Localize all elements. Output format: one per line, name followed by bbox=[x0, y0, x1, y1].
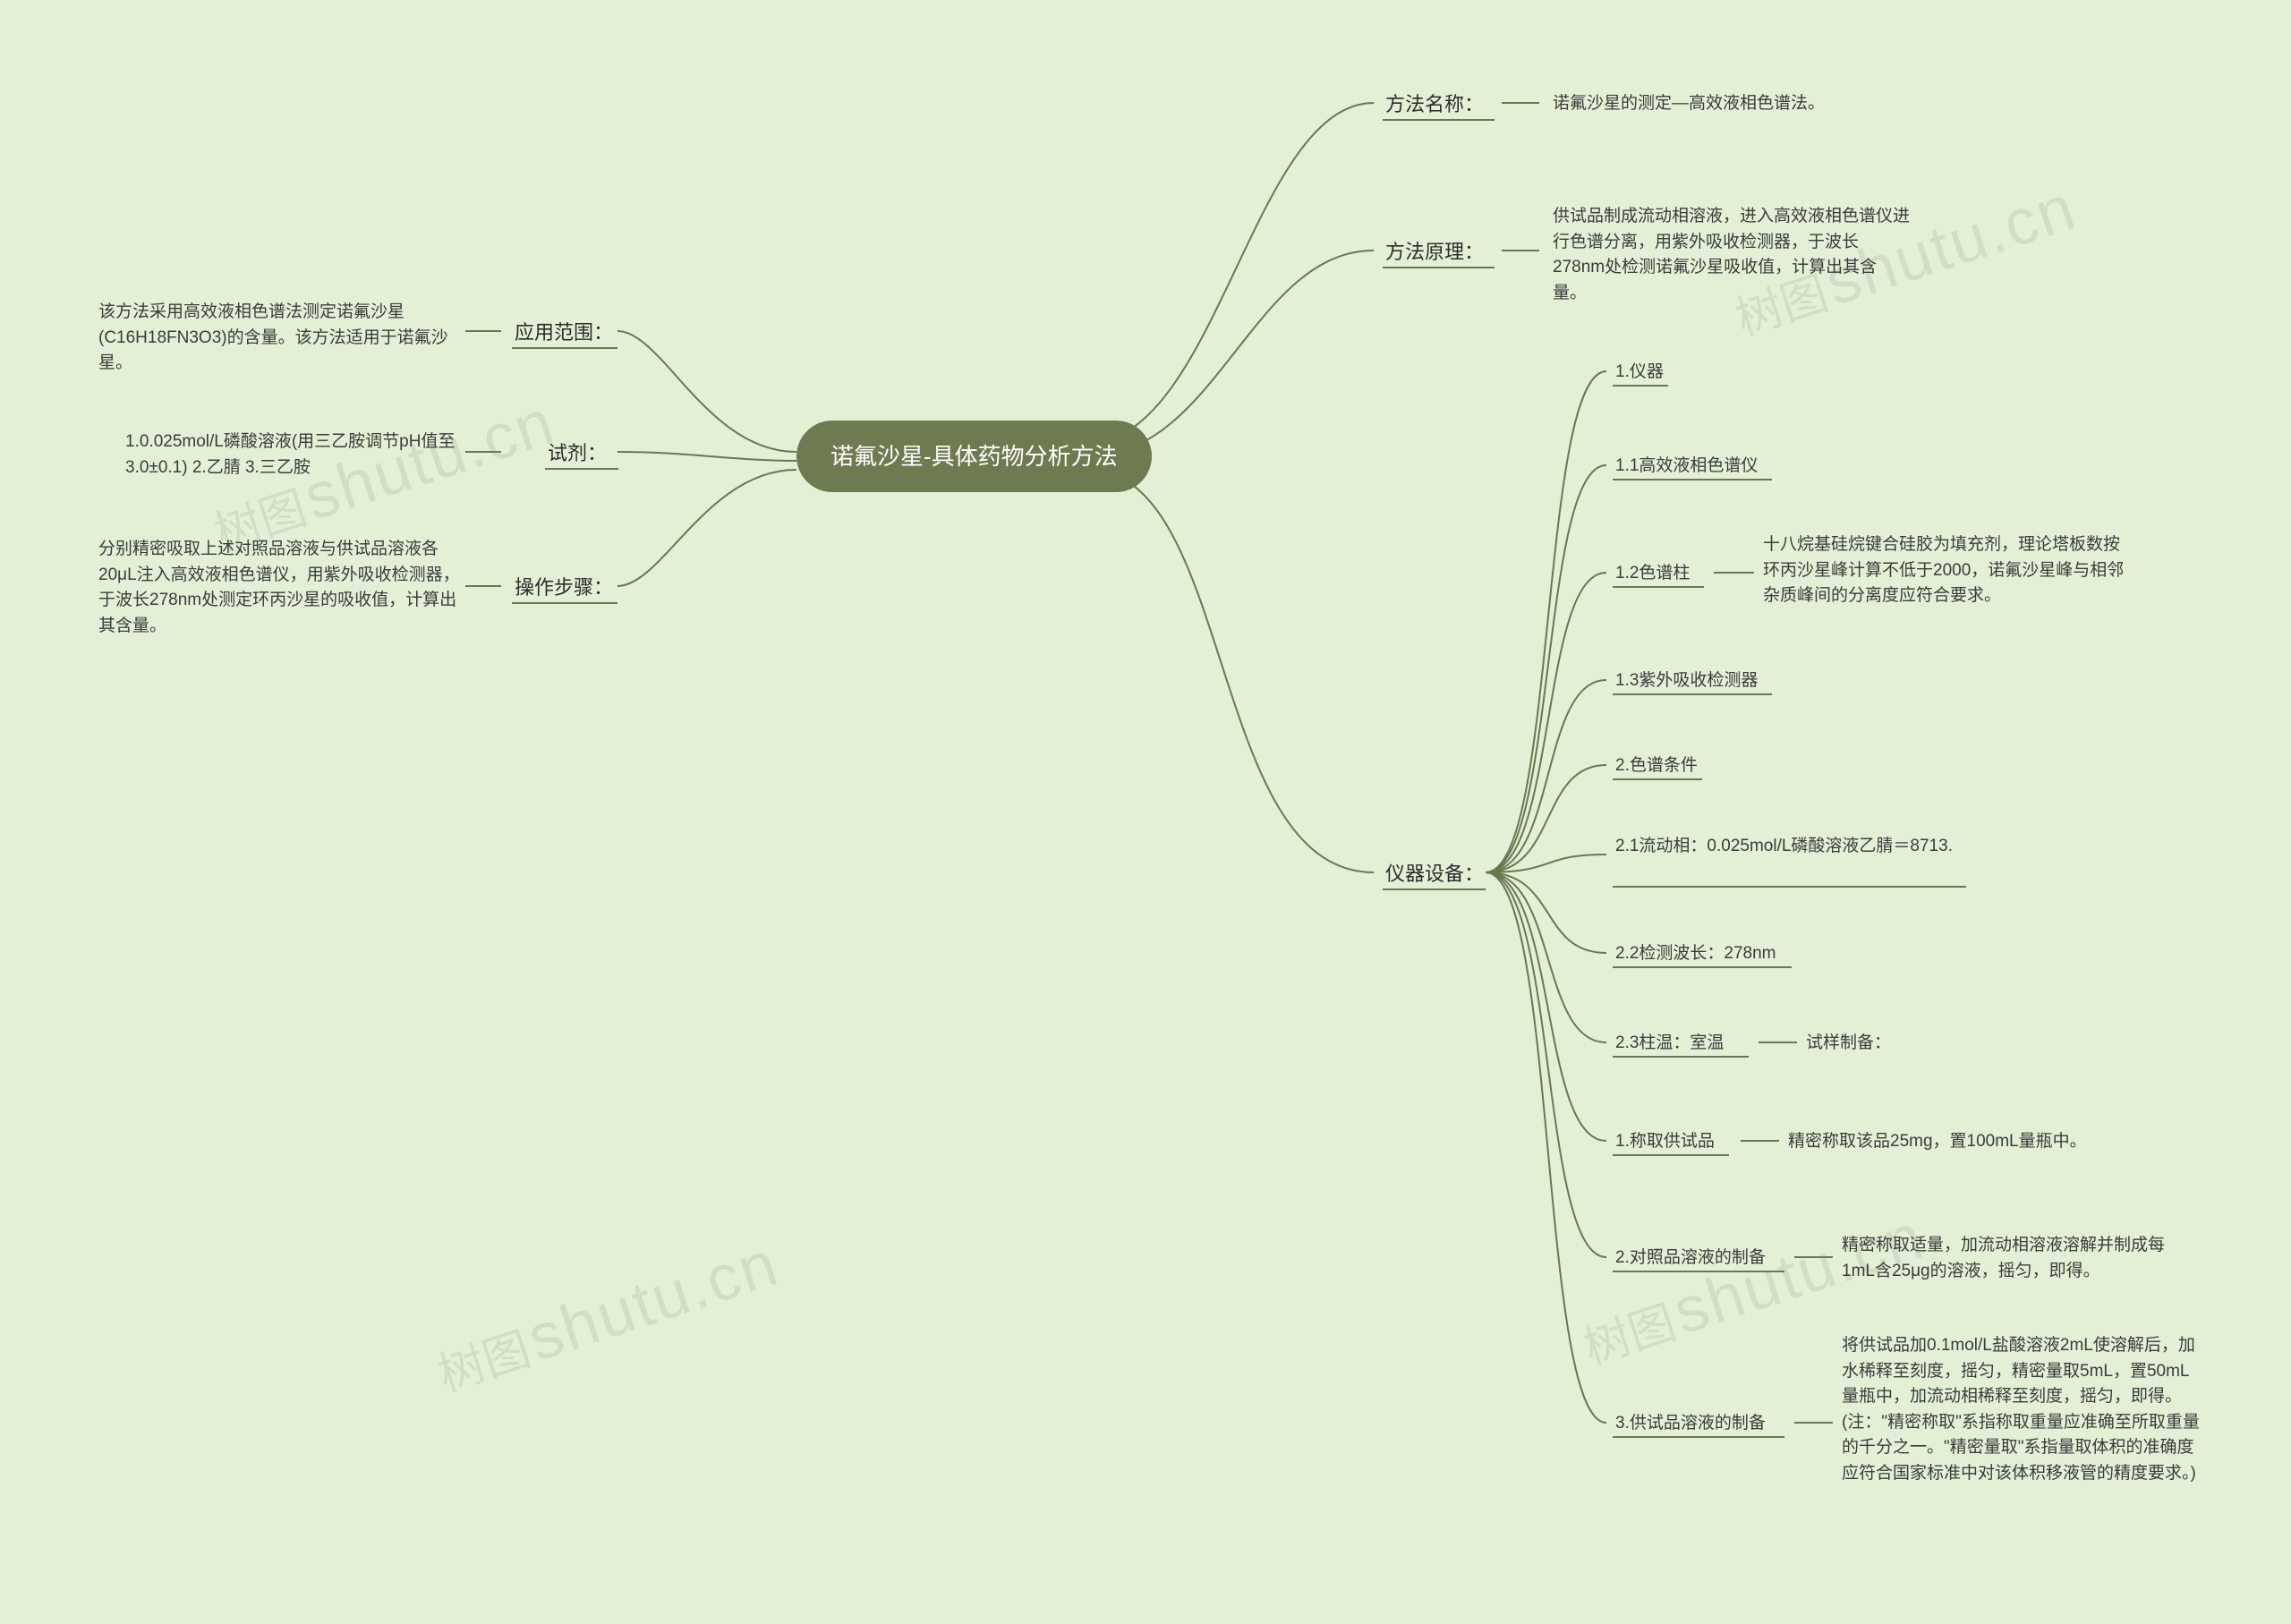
eq-2-3-leaf: 试样制备： bbox=[1806, 1031, 1891, 1057]
eq-1-2-ul bbox=[1613, 586, 1704, 588]
eq-1-1: 1.1高效液相色谱仪 bbox=[1615, 454, 1758, 480]
branch-steps-underline bbox=[512, 602, 617, 604]
branch-method-name: 方法名称： bbox=[1385, 89, 1484, 119]
branch-reagent: 试剂： bbox=[548, 438, 607, 468]
eq-2-3: 2.3柱温：室温 bbox=[1615, 1031, 1724, 1057]
eq-1-ul bbox=[1613, 385, 1668, 387]
eq-s1-leaf: 精密称取该品25mg，置100mL量瓶中。 bbox=[1788, 1129, 2087, 1155]
eq-2-1-ul bbox=[1613, 886, 1966, 888]
eq-s2-ul bbox=[1613, 1271, 1784, 1272]
center-label: 诺氟沙星-具体药物分析方法 bbox=[830, 443, 1118, 470]
eq-1-3-ul bbox=[1613, 693, 1772, 695]
eq-2-2-ul bbox=[1613, 966, 1792, 968]
eq-1-2: 1.2色谱柱 bbox=[1615, 561, 1690, 587]
branch-steps: 操作步骤： bbox=[515, 573, 613, 602]
branch-reagent-underline bbox=[545, 468, 618, 470]
leaf-steps: 分别精密吸取上述对照品溶液与供试品溶液各20μL注入高效液相色谱仪，用紫外吸收检… bbox=[98, 537, 465, 639]
branch-scope: 应用范围： bbox=[515, 318, 613, 347]
eq-s2-leaf: 精密称取适量，加流动相溶液溶解并制成每1mL含25μg的溶液，摇匀，即得。 bbox=[1842, 1233, 2195, 1284]
eq-s3-leaf: 将供试品加0.1mol/L盐酸溶液2mL使溶解后，加水稀释至刻度，摇匀，精密量取… bbox=[1842, 1333, 2200, 1486]
eq-1-3: 1.3紫外吸收检测器 bbox=[1615, 668, 1758, 694]
eq-s3-ul bbox=[1613, 1436, 1784, 1438]
branch-method-name-underline bbox=[1383, 119, 1495, 121]
branch-equipment-underline bbox=[1383, 889, 1486, 890]
branch-method-principle-underline bbox=[1383, 267, 1495, 268]
eq-2: 2.色谱条件 bbox=[1615, 753, 1698, 779]
branch-method-principle: 方法原理： bbox=[1385, 237, 1484, 267]
eq-1-2-text: 十八烷基硅烷键合硅胶为填充剂，理论塔板数按环丙沙星峰计算不低于2000，诺氟沙星… bbox=[1763, 532, 2125, 609]
eq-2-1: 2.1流动相：0.025mol/L磷酸溶液乙腈＝8713. bbox=[1615, 834, 1953, 860]
eq-2-3-ul bbox=[1613, 1056, 1749, 1058]
eq-s2: 2.对照品溶液的制备 bbox=[1615, 1246, 1766, 1271]
leaf-scope: 该方法采用高效液相色谱法测定诺氟沙星(C16H18FN3O3)的含量。该方法适用… bbox=[98, 300, 465, 377]
eq-2-ul bbox=[1613, 778, 1702, 780]
center-node: 诺氟沙星-具体药物分析方法 bbox=[796, 421, 1152, 492]
eq-2-2: 2.2检测波长：278nm bbox=[1615, 941, 1776, 967]
eq-s1-ul bbox=[1613, 1154, 1729, 1156]
leaf-method-name: 诺氟沙星的测定—高效液相色谱法。 bbox=[1553, 91, 1825, 117]
leaf-method-principle: 供试品制成流动相溶液，进入高效液相色谱仪进行色谱分离，用紫外吸收检测器，于波长2… bbox=[1553, 204, 1911, 306]
branch-scope-underline bbox=[512, 347, 617, 349]
watermark: 树图 shutu.cn bbox=[427, 1227, 788, 1407]
eq-1: 1.仪器 bbox=[1615, 360, 1664, 386]
branch-equipment: 仪器设备： bbox=[1385, 859, 1484, 889]
eq-s3: 3.供试品溶液的制备 bbox=[1615, 1411, 1766, 1437]
eq-s1: 1.称取供试品 bbox=[1615, 1129, 1715, 1155]
leaf-reagent: 1.0.025mol/L磷酸溶液(用三乙胺调节pH值至3.0±0.1) 2.乙腈… bbox=[125, 429, 465, 480]
eq-1-1-ul bbox=[1613, 479, 1772, 480]
